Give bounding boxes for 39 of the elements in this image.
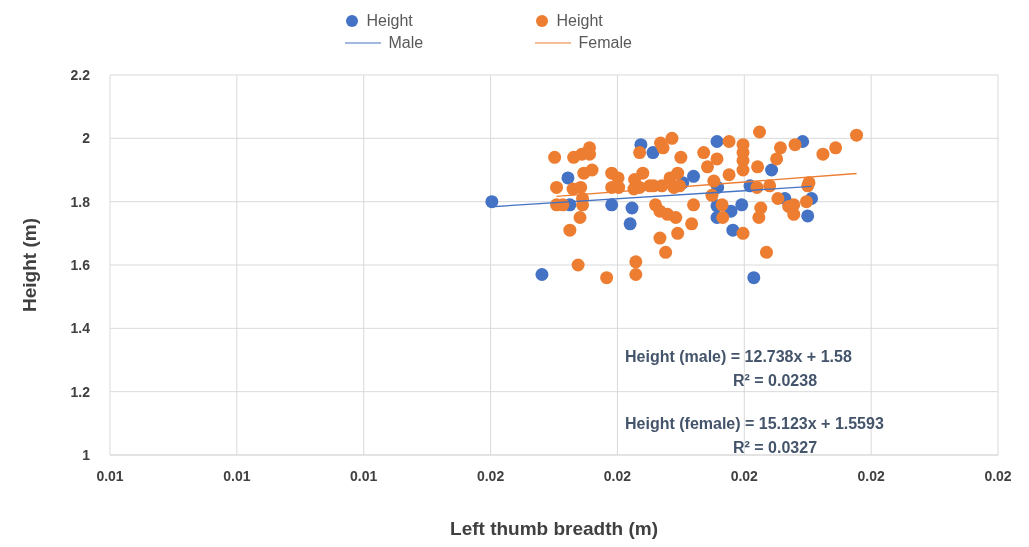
x-tick-label: 0.02	[603, 467, 632, 484]
point	[646, 146, 660, 160]
legend-label: Height	[556, 12, 603, 30]
point	[747, 271, 761, 285]
point	[623, 217, 637, 231]
y-tick-label: 1.4	[70, 320, 91, 337]
point	[485, 195, 499, 209]
y-tick-label: 1.2	[70, 383, 91, 400]
point	[726, 223, 740, 237]
legend-label: Height	[366, 12, 413, 30]
x-tick-label: 0.01	[96, 467, 124, 484]
y-axis-title: Height (m)	[19, 218, 41, 312]
annotation: Height (female) = 15.123x + 1.5593	[625, 415, 884, 433]
y-tick-label: 1	[82, 446, 91, 463]
point	[561, 171, 575, 185]
point	[625, 201, 639, 215]
y-tick-label: 2.2	[70, 66, 91, 83]
point	[801, 209, 815, 223]
y-tick-label: 1.8	[70, 193, 91, 210]
point	[735, 198, 749, 212]
point	[710, 135, 724, 148]
point	[687, 169, 701, 183]
y-tick-label: 1.6	[70, 256, 91, 273]
point	[535, 268, 549, 281]
x-tick-label: 0.01	[350, 467, 378, 484]
y-tick-label: 2	[82, 130, 91, 147]
x-tick-label: 0.02	[730, 467, 759, 484]
x-axis-title: Left thumb breadth (m)	[449, 518, 659, 540]
x-tick-label: 0.01	[223, 467, 251, 484]
annotation: R² = 0.0238	[731, 372, 819, 390]
x-tick-label: 0.02	[857, 467, 885, 484]
legend-label: Female	[578, 34, 632, 52]
annotation: Height (male) = 12.738x + 1.58	[625, 348, 852, 366]
annotation: R² = 0.0327	[731, 439, 819, 457]
x-tick-label: 0.02	[476, 467, 505, 484]
x-tick-label: 0.02	[984, 467, 1012, 484]
point	[765, 163, 779, 177]
point	[605, 198, 619, 212]
legend-label: Male	[388, 34, 424, 52]
